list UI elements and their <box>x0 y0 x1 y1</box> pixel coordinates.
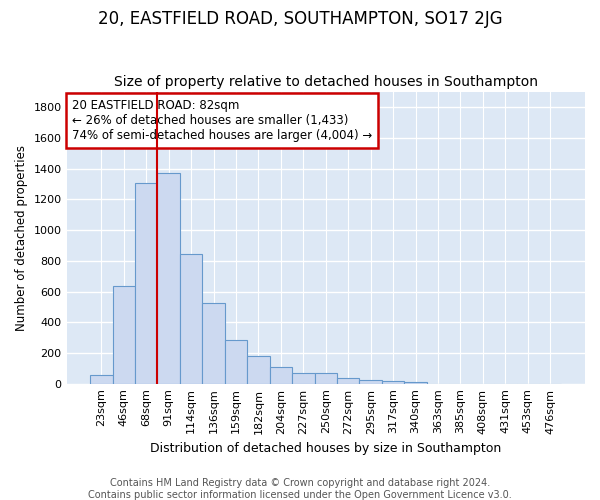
Bar <box>157 172 180 384</box>
Text: 20, EASTFIELD ROAD, SOUTHAMPTON, SO17 2JG: 20, EASTFIELD ROAD, SOUTHAMPTON, SO17 2J… <box>98 10 502 28</box>
Bar <box>180 254 202 384</box>
X-axis label: Distribution of detached houses by size in Southampton: Distribution of detached houses by size … <box>150 442 502 455</box>
Bar <box>225 340 247 384</box>
Text: 20 EASTFIELD ROAD: 82sqm
← 26% of detached houses are smaller (1,433)
74% of sem: 20 EASTFIELD ROAD: 82sqm ← 26% of detach… <box>72 100 372 142</box>
Text: Contains HM Land Registry data © Crown copyright and database right 2024.
Contai: Contains HM Land Registry data © Crown c… <box>88 478 512 500</box>
Bar <box>90 375 113 384</box>
Bar <box>292 373 314 384</box>
Bar <box>135 184 157 384</box>
Y-axis label: Number of detached properties: Number of detached properties <box>15 145 28 331</box>
Bar <box>269 367 292 384</box>
Bar <box>202 303 225 384</box>
Bar <box>247 356 269 384</box>
Bar <box>404 382 427 384</box>
Bar <box>382 381 404 384</box>
Bar <box>337 378 359 384</box>
Title: Size of property relative to detached houses in Southampton: Size of property relative to detached ho… <box>114 76 538 90</box>
Bar <box>113 286 135 384</box>
Bar <box>359 380 382 384</box>
Bar <box>314 373 337 384</box>
